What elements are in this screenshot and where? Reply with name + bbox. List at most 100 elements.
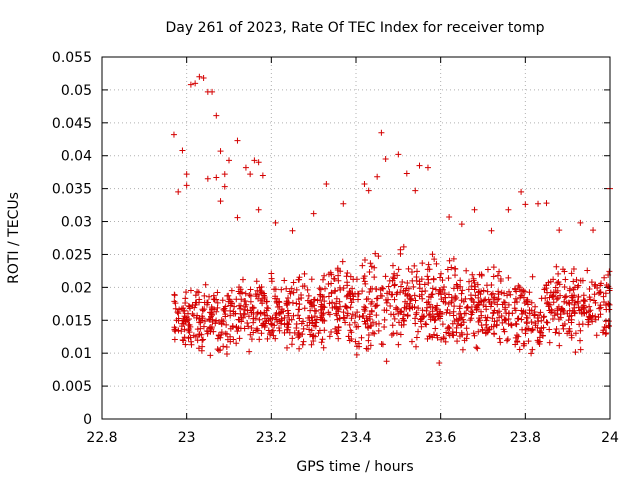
data-point: [191, 304, 198, 311]
data-point: [505, 206, 512, 213]
data-point: [352, 312, 359, 319]
data-point: [186, 329, 193, 336]
data-point: [320, 344, 327, 351]
data-point: [440, 335, 447, 342]
data-point: [511, 285, 518, 292]
data-point: [365, 337, 372, 344]
data-point: [511, 299, 518, 306]
data-point: [473, 306, 480, 313]
data-point: [397, 250, 404, 257]
data-point: [290, 312, 297, 319]
data-point: [427, 311, 434, 318]
data-point: [327, 269, 334, 276]
data-point: [516, 346, 523, 353]
data-point: [365, 295, 372, 302]
data-point: [323, 181, 330, 188]
data-point: [296, 332, 303, 339]
data-point: [546, 326, 553, 333]
data-point: [353, 324, 360, 331]
data-point: [463, 325, 470, 332]
data-point: [306, 326, 313, 333]
data-point: [263, 307, 270, 314]
data-point: [308, 327, 315, 334]
data-point: [209, 318, 216, 325]
y-tick-label: 0.04: [61, 149, 92, 165]
data-point: [328, 329, 335, 336]
data-point: [555, 270, 562, 277]
data-point: [374, 302, 381, 309]
data-point: [402, 298, 409, 305]
data-point: [382, 156, 389, 163]
data-point: [396, 319, 403, 326]
y-tick-label: 0.055: [52, 50, 92, 66]
data-point: [390, 274, 397, 281]
data-point: [250, 315, 257, 322]
data-point: [226, 157, 232, 164]
data-point: [355, 340, 362, 347]
data-point: [333, 295, 340, 302]
data-point: [223, 321, 230, 328]
data-point: [298, 295, 305, 302]
data-point: [314, 297, 321, 304]
data-point: [522, 201, 529, 208]
data-point: [213, 112, 220, 119]
data-point: [304, 322, 311, 329]
data-point: [419, 260, 426, 267]
data-point: [551, 310, 558, 317]
data-point: [409, 304, 416, 311]
x-tick-label: 22.8: [86, 430, 117, 446]
data-point: [520, 342, 527, 349]
data-point: [523, 320, 530, 327]
data-point: [544, 319, 551, 326]
x-tick-label: 23.4: [340, 430, 371, 446]
data-point: [526, 307, 533, 314]
data-point: [483, 325, 490, 332]
data-point: [172, 305, 179, 312]
data-point: [514, 338, 521, 345]
data-point: [572, 330, 579, 337]
data-point: [185, 327, 192, 334]
data-point: [379, 284, 386, 291]
data-point: [171, 324, 178, 331]
data-point: [180, 305, 187, 312]
data-point: [378, 341, 385, 348]
data-point: [467, 292, 474, 299]
data-point: [418, 276, 425, 283]
data-point: [543, 200, 550, 207]
data-point: [484, 314, 491, 321]
data-point: [432, 286, 439, 293]
data-point: [554, 305, 561, 312]
data-point: [597, 282, 604, 289]
data-point: [479, 327, 486, 334]
data-point: [433, 332, 440, 339]
data-point: [571, 298, 578, 305]
data-point: [195, 345, 202, 352]
data-point: [335, 272, 342, 279]
data-point: [561, 294, 568, 301]
data-point: [390, 311, 397, 318]
x-tick-label: 24: [601, 430, 619, 446]
data-point: [550, 276, 557, 283]
data-point: [425, 276, 432, 283]
data-point: [209, 305, 216, 312]
data-point: [446, 257, 453, 264]
data-point: [371, 274, 378, 281]
y-tick-label: 0.045: [52, 116, 92, 132]
data-point: [373, 312, 380, 319]
data-point: [418, 313, 425, 320]
data-point: [391, 282, 398, 289]
data-point: [462, 295, 469, 302]
data-point: [233, 340, 240, 347]
data-point: [316, 291, 323, 298]
data-point: [431, 256, 438, 263]
data-point: [446, 310, 453, 317]
data-point: [304, 286, 311, 293]
data-point: [600, 293, 607, 300]
data-point: [497, 278, 504, 285]
data-point: [406, 303, 413, 310]
data-point: [601, 274, 608, 281]
data-point: [459, 287, 466, 294]
data-point: [437, 288, 444, 295]
data-point: [446, 213, 453, 220]
data-point: [361, 303, 368, 310]
